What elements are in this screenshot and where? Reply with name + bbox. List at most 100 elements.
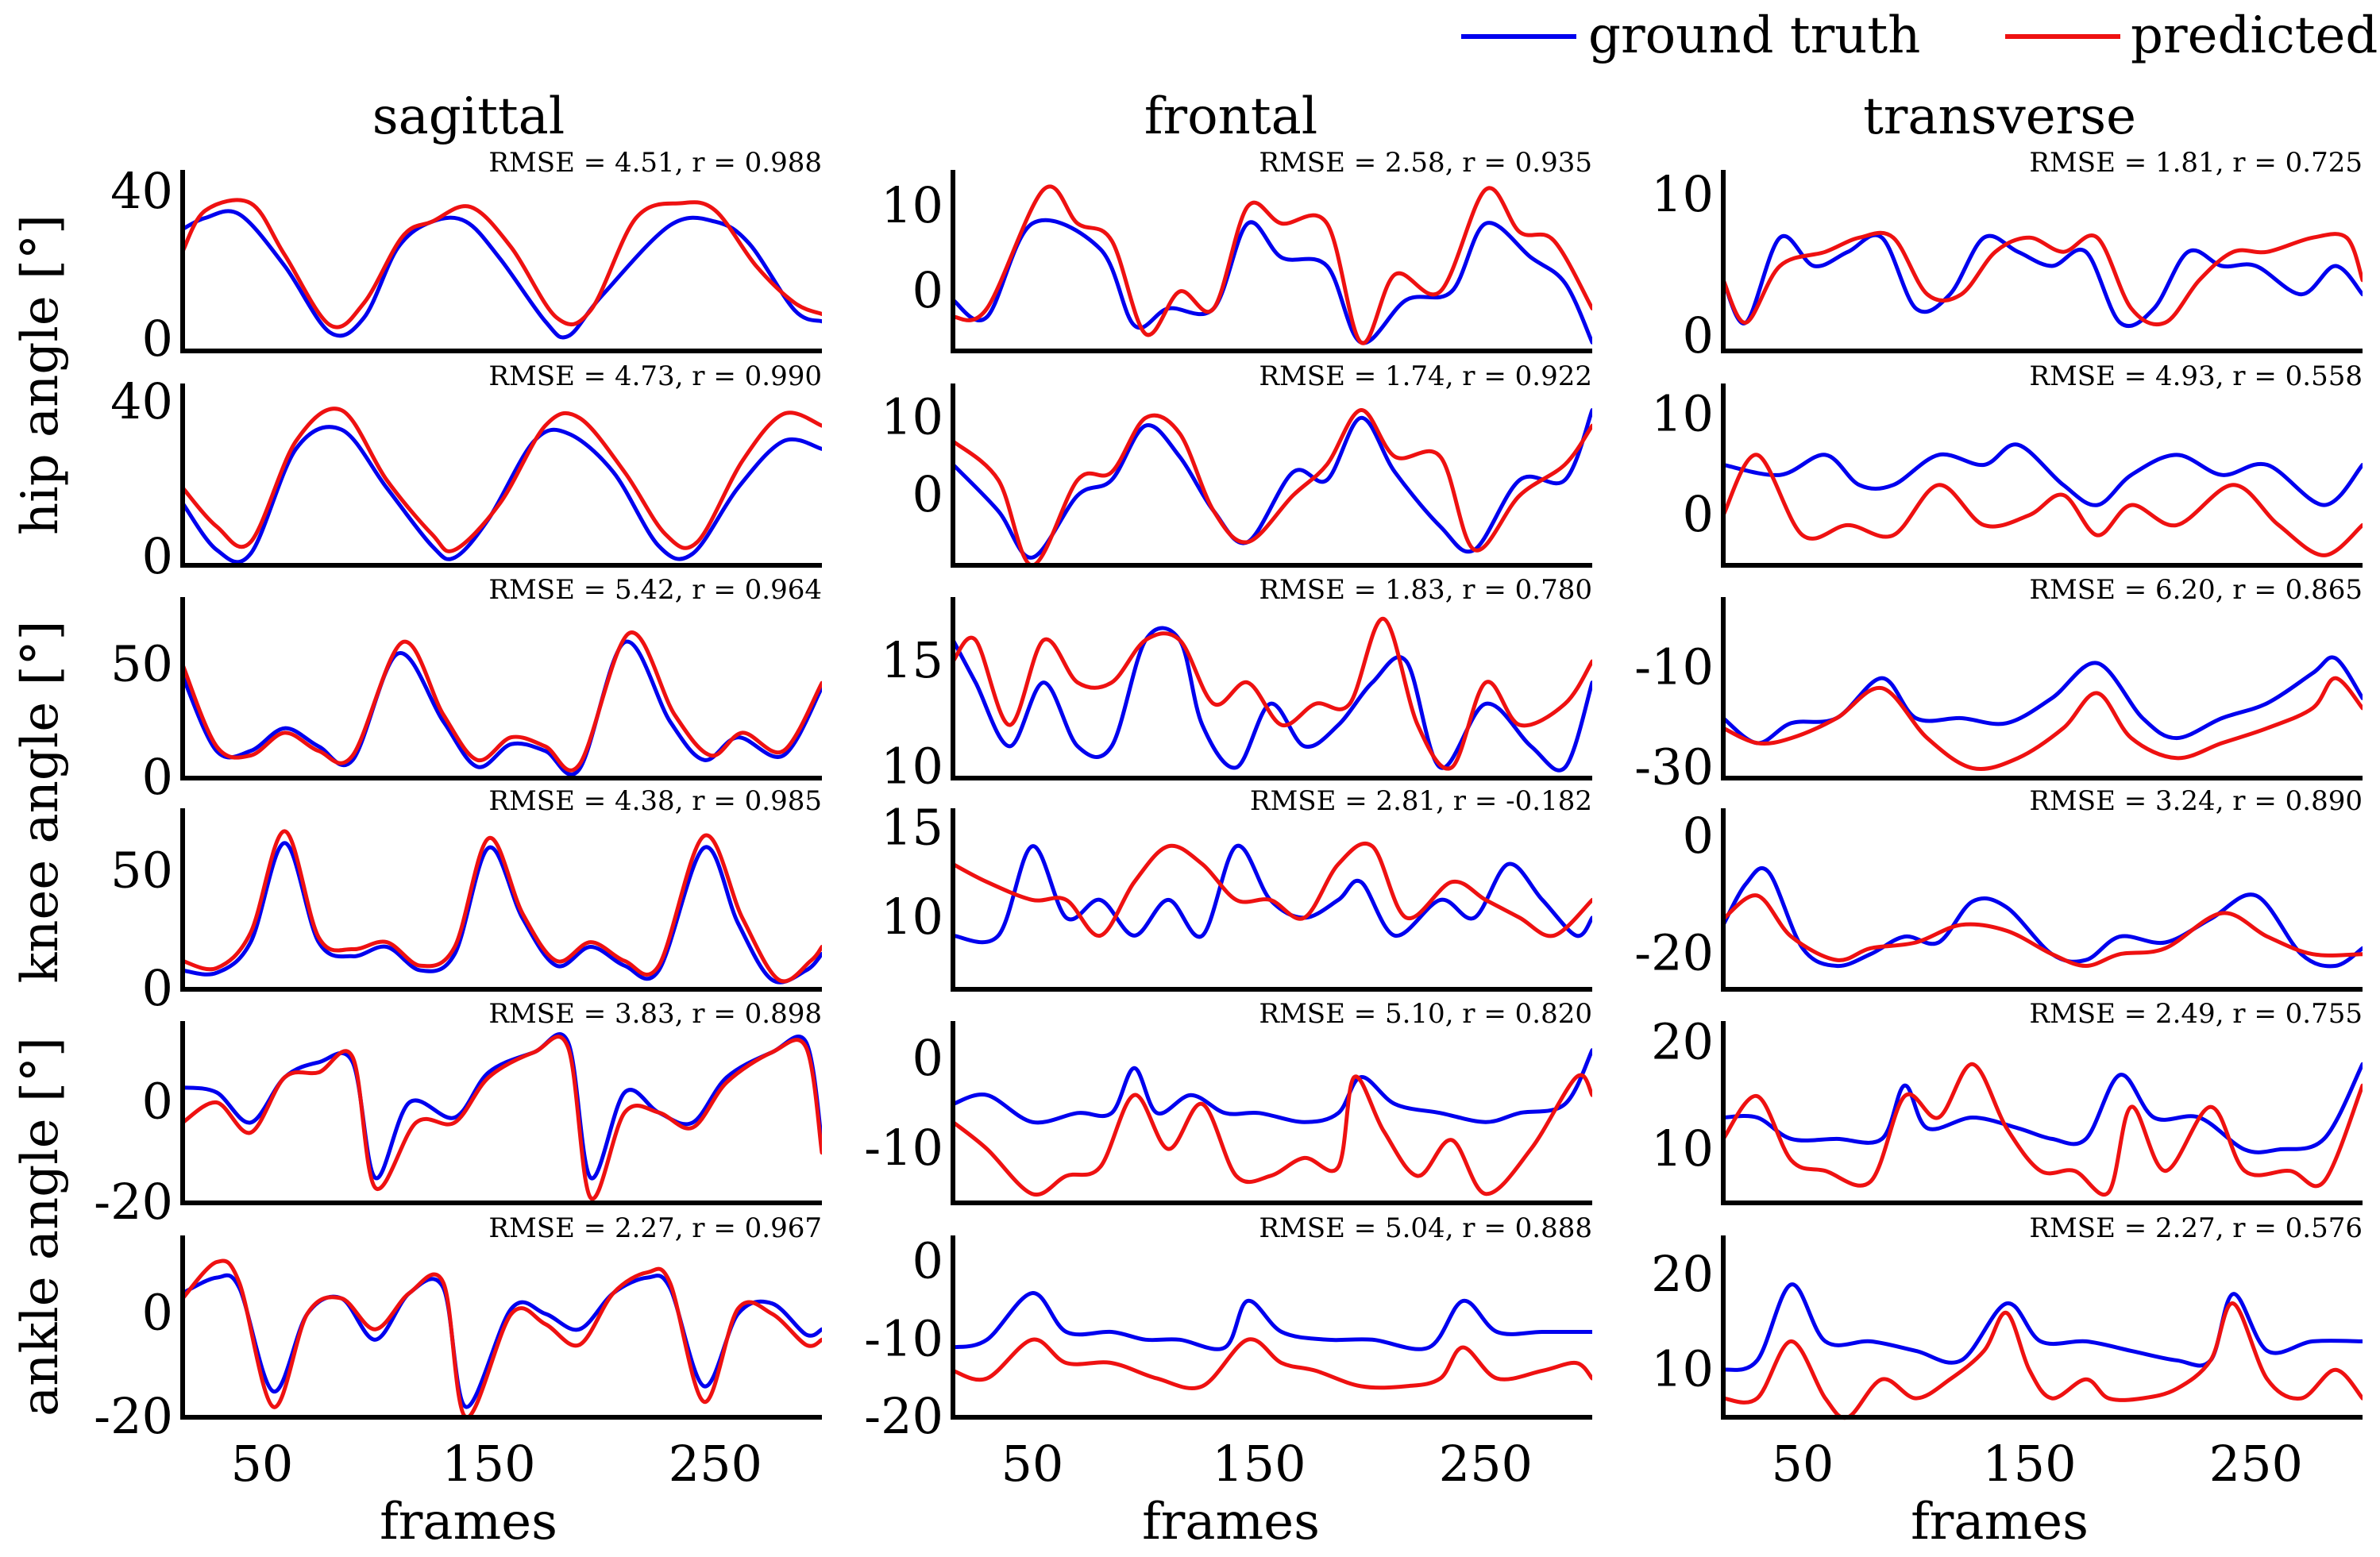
y-tick-label: 0 <box>142 1284 173 1342</box>
y-tick-label: -30 <box>1634 738 1714 796</box>
subplot-r1-c0: 0 40 RMSE = 4.73, r = 0.990 <box>110 360 822 585</box>
series-predicted-line <box>1723 1062 2363 1197</box>
series-ground-truth-line <box>1723 442 2363 507</box>
y-tick-label: 10 <box>1651 165 1714 223</box>
series-predicted-line <box>1723 230 2363 327</box>
ylabel-ankle: ankle angle [°] <box>11 1037 70 1416</box>
subplot-r5-c2: 10 20 RMSE = 2.27, r = 0.576 50 150 250 <box>1651 1212 2363 1493</box>
subplot-r0-c0: 0 40 RMSE = 4.51, r = 0.988 <box>110 147 822 368</box>
xlabel-col-1: frames <box>1142 1493 1320 1551</box>
y-tick-label: 0 <box>142 748 173 806</box>
y-tick-label: 0 <box>142 959 173 1017</box>
subplot-r3-c2: -20 0 RMSE = 3.24, r = 0.890 <box>1634 785 2363 992</box>
y-tick-label: -10 <box>864 1119 943 1177</box>
series-predicted-line <box>1723 453 2363 557</box>
y-tick-label: 40 <box>110 372 173 430</box>
y-tick-label: 0 <box>1683 306 1714 364</box>
x-tick-label: 150 <box>1982 1435 2076 1493</box>
y-tick-label: 0 <box>912 1029 943 1087</box>
subplot-r2-c2: -30 -10 RMSE = 6.20, r = 0.865 <box>1634 574 2363 796</box>
stats-annotation: RMSE = 5.42, r = 0.964 <box>488 574 822 606</box>
x-tick-label: 150 <box>442 1435 535 1493</box>
series-predicted-line <box>183 1258 822 1420</box>
series-predicted-line <box>183 630 822 773</box>
x-tick-label: 250 <box>2209 1435 2303 1493</box>
subplot-r3-c1: 10 15 RMSE = 2.81, r = -0.182 <box>881 785 1592 992</box>
series-predicted-line <box>1723 1301 2363 1420</box>
stats-annotation: RMSE = 5.04, r = 0.888 <box>1259 1212 1592 1244</box>
y-tick-label: 40 <box>110 162 173 220</box>
y-tick-label: 10 <box>1651 1339 1714 1397</box>
series-ground-truth-line <box>1723 1282 2363 1372</box>
stats-annotation: RMSE = 2.58, r = 0.935 <box>1259 147 1592 179</box>
column-title-sagittal: sagittal <box>372 87 565 146</box>
y-tick-label: -20 <box>94 1173 173 1231</box>
y-tick-label: 10 <box>881 387 943 445</box>
y-tick-label: -20 <box>94 1387 173 1445</box>
legend: ground truth predicted <box>1461 6 2378 65</box>
y-tick-label: 0 <box>1683 807 1714 865</box>
column-title-transverse: transverse <box>1863 87 2136 146</box>
series-predicted-line <box>953 184 1592 345</box>
column-title-frontal: frontal <box>1144 87 1317 146</box>
y-tick-label: 15 <box>881 798 943 856</box>
subplot-r4-c2: 10 20 RMSE = 2.49, r = 0.755 <box>1651 998 2363 1205</box>
series-ground-truth-line <box>1723 866 2363 969</box>
y-tick-label: 0 <box>142 527 173 585</box>
series-ground-truth-line <box>953 626 1592 773</box>
series-predicted-line <box>953 841 1592 938</box>
stats-annotation: RMSE = 4.51, r = 0.988 <box>488 147 822 179</box>
series-ground-truth-line <box>1723 1062 2363 1154</box>
x-tick-label: 50 <box>1771 1435 1834 1493</box>
y-tick-label: 10 <box>881 888 943 946</box>
y-tick-label: 0 <box>142 310 173 368</box>
stats-annotation: RMSE = 3.83, r = 0.898 <box>488 998 822 1030</box>
x-tick-label: 250 <box>1439 1435 1533 1493</box>
subplot-r2-c0: 0 50 RMSE = 5.42, r = 0.964 <box>110 574 822 806</box>
series-predicted-line <box>1723 676 2363 771</box>
series-ground-truth-line <box>183 841 822 985</box>
y-tick-label: 10 <box>1651 384 1714 442</box>
subplot-r3-c0: 0 50 RMSE = 4.38, r = 0.985 <box>110 785 822 1017</box>
y-tick-label: 50 <box>110 841 173 899</box>
legend-predicted-label: predicted <box>2131 6 2378 65</box>
series-ground-truth-line <box>953 1048 1592 1125</box>
stats-annotation: RMSE = 1.74, r = 0.922 <box>1259 360 1592 392</box>
y-tick-label: 0 <box>142 1073 173 1131</box>
y-tick-label: -10 <box>864 1309 943 1367</box>
y-tick-label: 10 <box>1651 1120 1714 1177</box>
legend-ground-truth-label: ground truth <box>1588 6 1920 65</box>
stats-annotation: RMSE = 5.10, r = 0.820 <box>1259 998 1592 1030</box>
subplot-r1-c2: 0 10 RMSE = 4.93, r = 0.558 <box>1651 360 2363 568</box>
series-ground-truth-line <box>953 408 1592 560</box>
y-tick-label: 0 <box>912 261 943 319</box>
series-ground-truth-line <box>953 1291 1592 1351</box>
series-ground-truth-line <box>183 1273 822 1409</box>
ylabel-hip: hip angle [°] <box>11 214 70 535</box>
y-tick-label: 0 <box>912 465 943 523</box>
subplot-r0-c1: 0 10 RMSE = 2.58, r = 0.935 <box>881 147 1592 353</box>
y-tick-label: 0 <box>912 1232 943 1290</box>
stats-annotation: RMSE = 1.83, r = 0.780 <box>1259 574 1592 606</box>
stats-annotation: RMSE = 2.27, r = 0.967 <box>488 1212 822 1244</box>
stats-annotation: RMSE = 2.27, r = 0.576 <box>2029 1212 2363 1244</box>
y-tick-label: 20 <box>1651 1245 1714 1303</box>
xlabel-col-0: frames <box>380 1493 557 1551</box>
ylabel-knee: knee angle [°] <box>11 620 70 983</box>
stats-annotation: RMSE = 4.93, r = 0.558 <box>2029 360 2363 392</box>
x-tick-label: 50 <box>1001 1435 1063 1493</box>
series-predicted-line <box>953 1073 1592 1197</box>
series-predicted-line <box>183 407 822 553</box>
series-ground-truth-line <box>953 218 1592 345</box>
subplot-r4-c1: -10 0 RMSE = 5.10, r = 0.820 <box>864 998 1592 1205</box>
series-predicted-line <box>953 1337 1592 1391</box>
series-predicted-line <box>183 198 822 330</box>
stats-annotation: RMSE = 2.81, r = -0.182 <box>1250 785 1592 817</box>
stats-annotation: RMSE = 2.49, r = 0.755 <box>2029 998 2363 1030</box>
series-predicted-line <box>953 408 1592 568</box>
series-predicted-line <box>183 829 822 984</box>
subplot-r4-c0: -20 0 RMSE = 3.83, r = 0.898 <box>94 998 822 1231</box>
series-predicted-line <box>183 1035 822 1201</box>
